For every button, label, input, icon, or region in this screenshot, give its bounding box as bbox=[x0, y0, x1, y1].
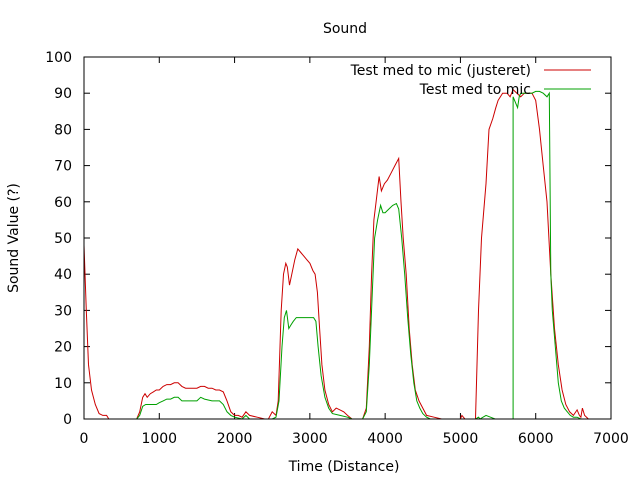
y-axis-label: Sound Value (?) bbox=[6, 183, 22, 293]
y-tick-label: 20 bbox=[54, 340, 72, 356]
x-tick-label: 3000 bbox=[292, 431, 328, 447]
y-tick-label: 80 bbox=[54, 122, 72, 138]
series-group bbox=[83, 88, 589, 420]
series-line-2 bbox=[84, 90, 589, 420]
x-tick-label: 7000 bbox=[593, 431, 629, 447]
legend-label-2: Test med to mic bbox=[419, 82, 531, 98]
x-tick-label: 1000 bbox=[141, 431, 177, 447]
legend-label-1: Test med to mic (justeret) bbox=[350, 63, 531, 79]
series-line-1 bbox=[83, 88, 589, 420]
y-tick-label: 30 bbox=[54, 303, 72, 319]
y-tick-label: 50 bbox=[54, 231, 72, 247]
x-tick-label: 5000 bbox=[443, 431, 479, 447]
y-tick-label: 0 bbox=[63, 412, 72, 428]
y-tick-label: 60 bbox=[54, 195, 72, 211]
x-tick-label: 2000 bbox=[217, 431, 253, 447]
legend: Test med to mic (justeret) Test med to mi… bbox=[350, 63, 591, 98]
plot-frame bbox=[83, 56, 612, 420]
x-tick-label: 6000 bbox=[518, 431, 554, 447]
y-tick-label: 10 bbox=[54, 376, 72, 392]
x-tick-label: 4000 bbox=[367, 431, 403, 447]
chart-title: Sound bbox=[323, 21, 367, 37]
axis-ticks: 0 1000 2000 3000 4000 5000 6000 7000 0 10 20 30 40 50… bbox=[45, 50, 629, 447]
x-axis-label: Time (Distance) bbox=[288, 459, 400, 475]
y-tick-label: 40 bbox=[54, 267, 72, 283]
x-tick-label: 0 bbox=[80, 431, 89, 447]
y-tick-label: 100 bbox=[45, 50, 72, 66]
y-tick-label: 90 bbox=[54, 86, 72, 102]
y-tick-label: 70 bbox=[54, 159, 72, 175]
